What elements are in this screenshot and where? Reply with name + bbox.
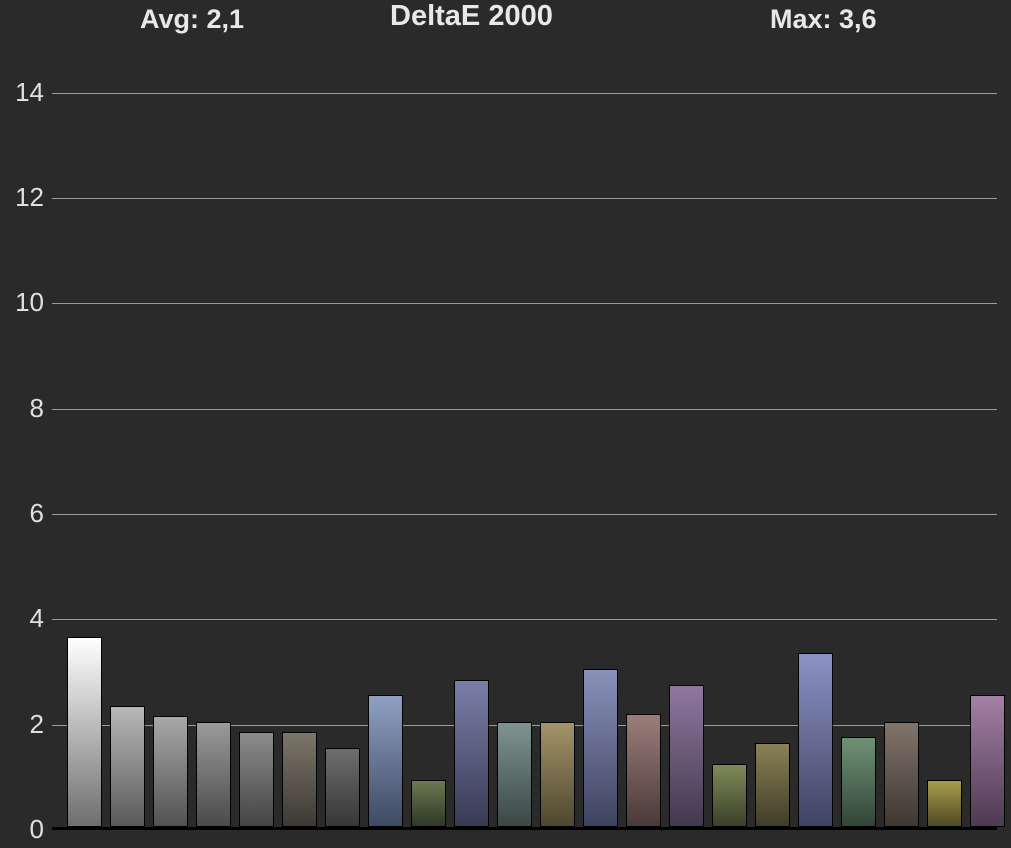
x-axis-line <box>52 827 997 830</box>
bar <box>970 695 1005 827</box>
plot-area <box>52 40 997 830</box>
bar <box>196 722 231 827</box>
y-tick-label: 10 <box>0 287 44 318</box>
avg-label: Avg: 2,1 <box>140 4 244 35</box>
gridline <box>52 514 997 515</box>
y-tick-label: 2 <box>0 709 44 740</box>
y-tick-label: 4 <box>0 603 44 634</box>
bar <box>67 637 102 827</box>
bar <box>927 780 962 827</box>
bar <box>712 764 747 827</box>
y-tick-label: 0 <box>0 814 44 845</box>
bar <box>626 714 661 827</box>
chart-stage: Avg: 2,1 DeltaE 2000 Max: 3,6 0 2 4 6 8 10 12 1… <box>0 0 1011 848</box>
bar <box>368 695 403 827</box>
bar <box>454 680 489 827</box>
bar <box>153 716 188 827</box>
gridline <box>52 409 997 410</box>
bar <box>325 748 360 827</box>
chart-title: DeltaE 2000 <box>390 0 553 33</box>
bar <box>110 706 145 827</box>
bar <box>583 669 618 827</box>
bar <box>282 732 317 827</box>
gridline <box>52 93 997 94</box>
bar <box>669 685 704 827</box>
bar <box>497 722 532 827</box>
y-tick-label: 12 <box>0 182 44 213</box>
y-tick-label: 8 <box>0 393 44 424</box>
bar <box>884 722 919 827</box>
bar <box>755 743 790 827</box>
gridline <box>52 619 997 620</box>
max-label: Max: 3,6 <box>770 4 877 35</box>
y-tick-label: 14 <box>0 77 44 108</box>
bar <box>841 737 876 827</box>
gridline <box>52 198 997 199</box>
bar <box>411 780 446 827</box>
gridline <box>52 303 997 304</box>
bar <box>798 653 833 827</box>
y-tick-label: 6 <box>0 498 44 529</box>
bar <box>239 732 274 827</box>
bar <box>540 722 575 827</box>
